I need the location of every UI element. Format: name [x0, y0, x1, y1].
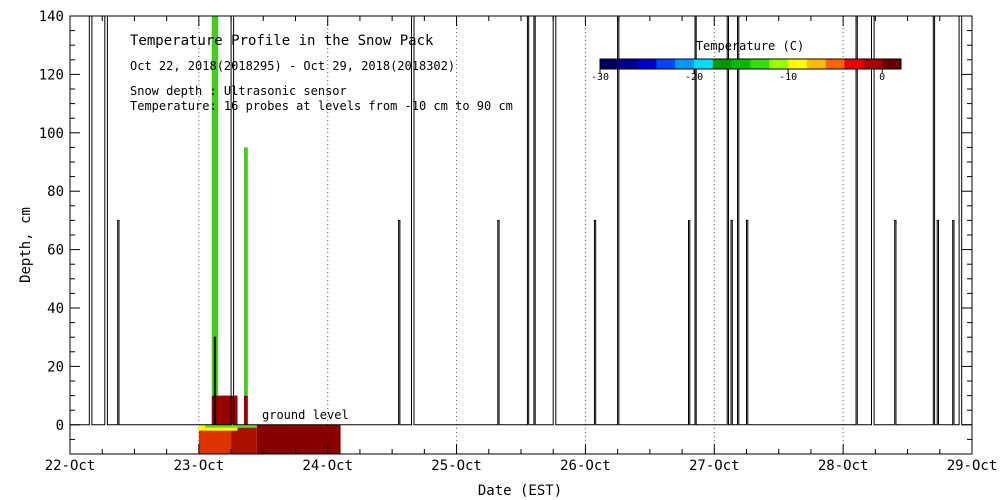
x-tick-label: 27-Oct [689, 458, 740, 474]
colorbar-swatch-8 [750, 59, 770, 69]
colorbar-title: Temperature (C) [696, 39, 804, 53]
temperature-cell-2 [256, 424, 341, 454]
chart-subtitle: Oct 22, 2018(2018295) - Oct 29, 2018(201… [130, 59, 455, 73]
x-tick-labels: 22-Oct 23-Oct 24-Oct 25-Oct 26-Oct 27-Oct 28-O… [45, 458, 998, 474]
colorbar-tick-label: -30 [591, 72, 609, 83]
y-tick-label: 80 [47, 184, 64, 200]
colorbar-tick-label: -20 [685, 72, 703, 83]
y-tick-label: 20 [47, 359, 64, 375]
colorbar-swatch-9 [769, 59, 789, 69]
temperature-cell-4 [205, 424, 257, 428]
y-tick-label: 120 [39, 67, 64, 83]
temperature-cell-8 [243, 147, 248, 396]
y-tick-labels: 0 20 40 60 80 100 120 140 [39, 9, 64, 434]
series-line-0 [70, 15, 972, 426]
y-axis-title: Depth, cm [18, 207, 34, 283]
snow-depth-series [70, 15, 972, 426]
colorbar-swatch-7 [731, 59, 751, 69]
colorbar-swatch-12 [825, 59, 846, 69]
x-tick-label: 22-Oct [45, 458, 96, 474]
colorbar-swatch-10 [788, 59, 808, 69]
colorbar-tick-label: -10 [779, 72, 797, 83]
x-axis-title: Date (EST) [478, 483, 562, 499]
temperature-cell-6 [211, 16, 219, 396]
x-tick-label: 25-Oct [431, 458, 482, 474]
chart-title: Temperature Profile in the Snow Pack [130, 33, 434, 49]
temperature-cells [198, 16, 341, 454]
temperature-cell-7 [243, 395, 248, 425]
colorbar-swatch-2 [637, 59, 657, 69]
colorbar-frame [599, 58, 902, 70]
plot-frame [69, 15, 973, 455]
annotation-snow-depth: Snow depth : Ultrasonic sensor [130, 84, 347, 98]
colorbar-tick-label: 0 [879, 72, 885, 83]
colorbar-swatch-5 [694, 59, 714, 69]
colorbar-swatch-15 [882, 59, 902, 69]
colorbar-swatch-14 [863, 59, 883, 69]
x-tick-label: 26-Oct [560, 458, 611, 474]
y-tick-label: 100 [39, 126, 64, 142]
colorbar-swatch-11 [806, 59, 827, 69]
y-tick-label: 60 [47, 243, 64, 259]
colorbar-swatch-4 [675, 59, 695, 69]
annotation-temperature: Temperature: 16 probes at levels from -1… [130, 99, 513, 113]
x-tick-label: 28-Oct [818, 458, 869, 474]
colorbar-swatch-1 [618, 59, 639, 69]
y-tick-label: 40 [47, 301, 64, 317]
colorbar-swatch-3 [656, 59, 676, 69]
y-tick-label: 0 [56, 418, 64, 434]
ground-level-label: ground level [262, 408, 349, 422]
axis-ticks [69, 15, 973, 455]
y-tick-label: 140 [39, 9, 64, 25]
colorbar: Temperature (C) -30 -20 -10 0 [591, 39, 902, 83]
colorbar-swatch-0 [600, 59, 620, 69]
colorbar-swatch-13 [844, 59, 864, 69]
x-tick-label: 29-Oct [947, 458, 998, 474]
colorbar-swatch-6 [712, 59, 733, 69]
x-tick-label: 23-Oct [174, 458, 225, 474]
x-tick-label: 24-Oct [302, 458, 353, 474]
